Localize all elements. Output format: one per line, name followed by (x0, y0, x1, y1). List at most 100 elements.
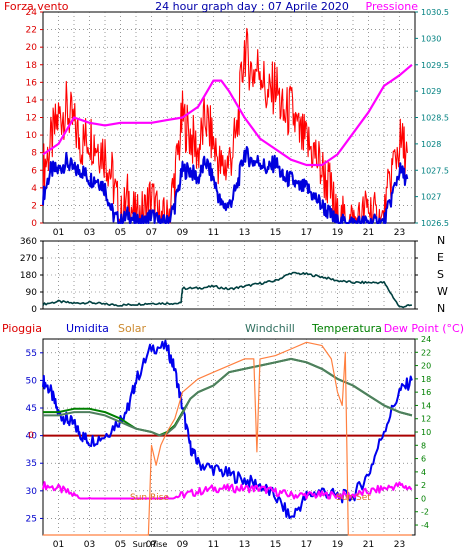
series-line-solar (43, 341, 412, 536)
right-tick-label: 1026.5 (421, 219, 449, 228)
left-tick-label: 8 (31, 149, 37, 159)
right-tick-label: 18 (421, 375, 431, 384)
series-line-speed (42, 146, 409, 224)
left-tick-label: 360 (20, 237, 37, 247)
left-tick-label: 24 (26, 8, 38, 18)
right-tick-label: S (437, 268, 444, 281)
left-tick-label: 55 (26, 349, 37, 359)
left-tick-label: 12 (26, 114, 37, 124)
sun-rise-tick-label: Sun Rise (133, 540, 168, 549)
sun-set-annotation: Sun Set (336, 493, 371, 503)
right-tick-label: E (437, 251, 444, 264)
right-tick-label: 0 (421, 494, 426, 503)
right-tick-label: W (437, 285, 448, 298)
x-axis-3: 01 03 05 07 09 11 13 15 17 19 21 23 Sun Rise (53, 540, 405, 550)
x-tick-label: 13 (239, 228, 250, 238)
left-axis-2: 0 90 180 270 360 (20, 237, 43, 315)
series-line-data (42, 271, 412, 309)
right-tick-label: 22 (421, 348, 431, 357)
left-tick-label: 18 (26, 61, 38, 71)
x-tick-label: 21 (363, 228, 374, 238)
right-axis-1: 1026.5 1027 1027.5 1028 1028.5 1029 1029.5 1030… (415, 8, 449, 228)
x-tick-label: 07 (146, 228, 157, 238)
series-3 (42, 339, 415, 536)
left-tick-label: 22 (26, 26, 37, 36)
x-tick-label: 09 (177, 540, 189, 550)
right-tick-label: 1030 (421, 34, 441, 43)
right-tick-label: 24 (421, 335, 431, 344)
right-tick-label: 1030.5 (421, 8, 449, 17)
right-tick-label: 14 (421, 401, 431, 410)
pressure-label: Pressione (366, 0, 419, 13)
series-2 (42, 271, 412, 309)
x-tick-label: 09 (177, 228, 189, 238)
label-solar: Solar (118, 322, 147, 335)
left-tick-label: 45 (26, 404, 37, 414)
left-tick-label: 0 (31, 305, 37, 315)
left-tick-label: 90 (26, 288, 38, 298)
right-tick-label: -4 (421, 521, 429, 530)
left-tick-label: 30 (26, 487, 38, 497)
left-tick-label: 16 (26, 78, 38, 88)
x-tick-label: 17 (301, 540, 312, 550)
left-tick-label: 0 (31, 219, 37, 229)
x-axis-1: 01 03 05 07 09 11 13 15 17 19 21 23 (53, 228, 405, 238)
x-tick-label: 03 (84, 540, 95, 550)
label-temperatura: Temperatura (311, 322, 382, 335)
right-tick-label: 6 (421, 455, 426, 464)
x-tick-label: 21 (363, 540, 374, 550)
left-tick-label: 6 (31, 166, 37, 176)
x-tick-label: 11 (208, 540, 219, 550)
left-axis-3: 25 30 35 40 45 50 55 (26, 349, 43, 524)
rain-value-label: 0 (28, 431, 34, 441)
x-tick-label: 05 (115, 228, 126, 238)
left-tick-label: 180 (20, 271, 37, 281)
x-tick-label: 19 (332, 228, 344, 238)
right-tick-label: 10 (421, 428, 431, 437)
series-line-pressure (42, 63, 413, 167)
right-tick-label: 2 (421, 481, 426, 490)
x-tick-label: 13 (239, 540, 250, 550)
right-tick-label: 1029 (421, 87, 441, 96)
label-pioggia: Pioggia (2, 322, 42, 335)
left-tick-label: 20 (26, 43, 38, 53)
right-tick-label: 20 (421, 362, 431, 371)
left-tick-label: 35 (26, 459, 37, 469)
right-tick-label: 4 (421, 468, 426, 477)
wind-force-label: Forza vento (4, 0, 69, 13)
series-1 (42, 27, 413, 224)
right-tick-label: N (437, 234, 445, 247)
label-dewpoint: Dew Point (°C) (384, 322, 464, 335)
left-tick-label: 14 (26, 96, 38, 106)
left-tick-label: 2 (31, 201, 37, 211)
x-tick-label: 15 (270, 228, 281, 238)
x-tick-label: 01 (53, 228, 64, 238)
left-tick-label: 25 (26, 514, 37, 524)
sun-rise-annotation: Sun Rise (130, 493, 169, 503)
label-umidita: Umidita (66, 322, 109, 335)
left-tick-label: 50 (26, 376, 38, 386)
chart-title: 24 hour graph day : 07 Aprile 2020 (155, 0, 349, 13)
x-tick-label: 15 (270, 540, 281, 550)
x-tick-label: 23 (394, 540, 405, 550)
series-line-dewpoint (42, 481, 413, 500)
left-tick-label: 10 (26, 131, 38, 141)
right-tick-label: 16 (421, 388, 431, 397)
right-tick-label: 1028 (421, 140, 441, 149)
right-tick-label: 1027 (421, 193, 441, 202)
x-tick-label: 03 (84, 228, 95, 238)
x-tick-label: 01 (53, 540, 64, 550)
x-tick-label: 23 (394, 228, 405, 238)
right-tick-label: 1027.5 (421, 166, 449, 175)
left-tick-label: 40 (26, 432, 38, 442)
x-tick-label: 07 (146, 540, 157, 550)
x-tick-label: 11 (208, 228, 219, 238)
right-tick-label: 1028.5 (421, 114, 449, 123)
